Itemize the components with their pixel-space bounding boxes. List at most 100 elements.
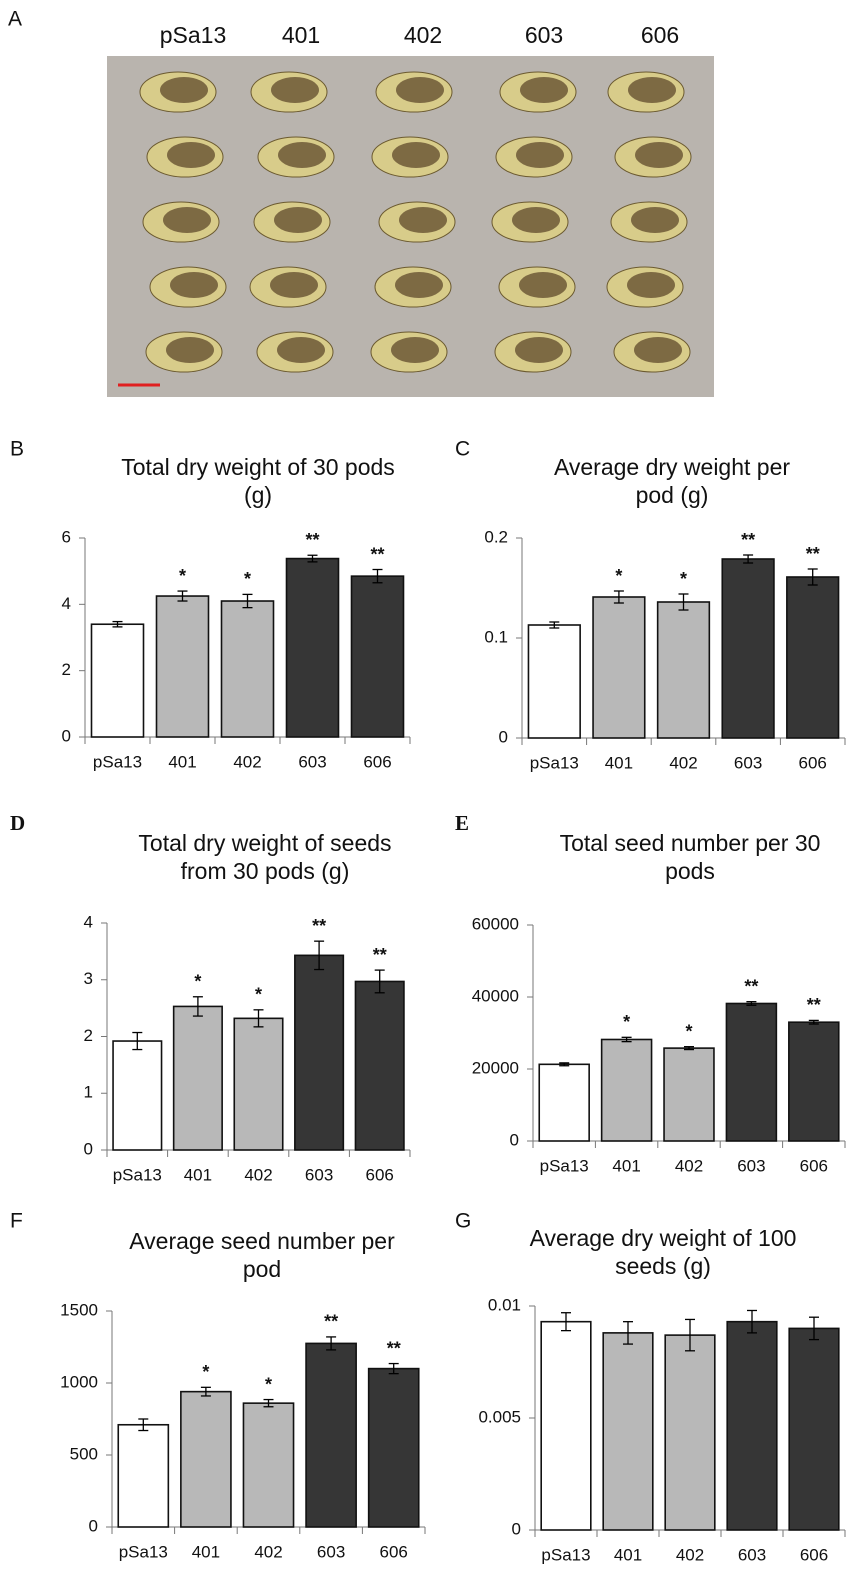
pod-shade — [392, 142, 440, 168]
x-tick-label: 603 — [317, 1542, 345, 1561]
significance: ** — [741, 530, 755, 550]
x-tick-label: 606 — [800, 1545, 828, 1564]
significance: ** — [312, 916, 326, 936]
x-tick-label: 606 — [366, 1165, 394, 1184]
significance: ** — [744, 976, 758, 996]
pod-shade — [628, 77, 676, 103]
x-tick-label: 402 — [244, 1165, 272, 1184]
chart-title: pod — [243, 1256, 281, 1282]
y-tick-label: 0 — [84, 1139, 93, 1158]
pod-shade — [627, 272, 675, 298]
pod-shade — [396, 77, 444, 103]
pod-shade — [635, 142, 683, 168]
bar — [787, 577, 839, 738]
significance: * — [255, 985, 262, 1005]
y-tick-label: 1000 — [60, 1372, 98, 1391]
pod-shade — [520, 77, 568, 103]
y-tick-label: 40000 — [472, 986, 519, 1005]
bar — [664, 1048, 714, 1141]
x-tick-label: 603 — [734, 753, 762, 772]
pod-shade — [395, 272, 443, 298]
y-tick-label: 0.005 — [478, 1407, 521, 1426]
pod-shade — [278, 142, 326, 168]
bar — [355, 981, 403, 1150]
x-tick-label: 401 — [614, 1545, 642, 1564]
bar — [665, 1335, 715, 1530]
bar — [118, 1425, 168, 1527]
y-tick-label: 0 — [499, 727, 508, 746]
x-tick-label: 401 — [192, 1542, 220, 1561]
pod-shade — [277, 337, 325, 363]
column-label: 401 — [282, 22, 320, 48]
bar — [243, 1403, 293, 1527]
x-tick-label: 401 — [184, 1165, 212, 1184]
pod-shade — [634, 337, 682, 363]
x-tick-label: 603 — [305, 1165, 333, 1184]
bar — [789, 1328, 839, 1530]
y-tick-label: 20000 — [472, 1058, 519, 1077]
bar — [603, 1333, 653, 1530]
bar — [222, 601, 274, 737]
x-tick-label: pSa13 — [530, 753, 579, 772]
pod-shade — [163, 207, 211, 233]
pod-shade — [270, 272, 318, 298]
panel-label: A — [8, 8, 22, 31]
x-tick-label: 401 — [612, 1156, 640, 1175]
bar — [658, 602, 710, 738]
x-tick-label: 402 — [675, 1156, 703, 1175]
chart-title: seeds (g) — [615, 1253, 711, 1279]
chart-title: Total dry weight of seeds — [138, 830, 391, 856]
panel-label: E — [455, 811, 469, 835]
pod-shade — [271, 77, 319, 103]
pod-shade — [516, 142, 564, 168]
panel-label: D — [10, 811, 25, 835]
x-tick-label: 402 — [669, 753, 697, 772]
y-tick-label: 60000 — [472, 914, 519, 933]
y-tick-label: 4 — [62, 594, 71, 613]
y-tick-label: 3 — [84, 969, 93, 988]
x-tick-label: 401 — [605, 753, 633, 772]
y-tick-label: 0.01 — [488, 1295, 521, 1314]
chart-title: (g) — [244, 482, 272, 508]
bar — [726, 1003, 776, 1141]
y-tick-label: 6 — [62, 527, 71, 546]
y-tick-label: 0.2 — [484, 527, 508, 546]
x-tick-label: 606 — [363, 752, 391, 771]
column-label: 402 — [404, 22, 442, 48]
figure: A pSa13401402603606BTotal dry weight of … — [0, 0, 852, 1581]
bar — [602, 1039, 652, 1141]
bar — [181, 1392, 231, 1527]
bar — [287, 559, 339, 737]
y-tick-label: 0.1 — [484, 627, 508, 646]
x-tick-label: pSa13 — [113, 1165, 162, 1184]
bar — [722, 559, 774, 738]
significance: * — [244, 569, 251, 589]
y-tick-label: 0 — [512, 1519, 521, 1538]
pod-shade — [512, 207, 560, 233]
x-tick-label: pSa13 — [541, 1545, 590, 1564]
panel-label: B — [10, 438, 24, 461]
significance: * — [202, 1362, 209, 1382]
pod-shade — [519, 272, 567, 298]
significance: * — [680, 569, 687, 589]
significance: * — [623, 1012, 630, 1032]
x-tick-label: pSa13 — [119, 1542, 168, 1561]
x-tick-label: 402 — [676, 1545, 704, 1564]
x-tick-label: 603 — [737, 1156, 765, 1175]
chart-title: Average dry weight of 100 — [530, 1225, 797, 1251]
bar — [234, 1018, 282, 1150]
y-tick-label: 2 — [62, 660, 71, 679]
y-tick-label: 0 — [89, 1516, 98, 1535]
panel-label: C — [455, 438, 470, 461]
x-tick-label: 606 — [799, 753, 827, 772]
column-label: 606 — [641, 22, 679, 48]
y-tick-label: 1 — [84, 1083, 93, 1102]
x-tick-label: 606 — [800, 1156, 828, 1175]
y-tick-label: 500 — [70, 1444, 98, 1463]
bar — [789, 1022, 839, 1141]
bar — [528, 625, 580, 738]
significance: ** — [373, 945, 387, 965]
chart-title: pods — [665, 858, 715, 884]
bar — [539, 1064, 589, 1141]
bar — [593, 597, 645, 738]
